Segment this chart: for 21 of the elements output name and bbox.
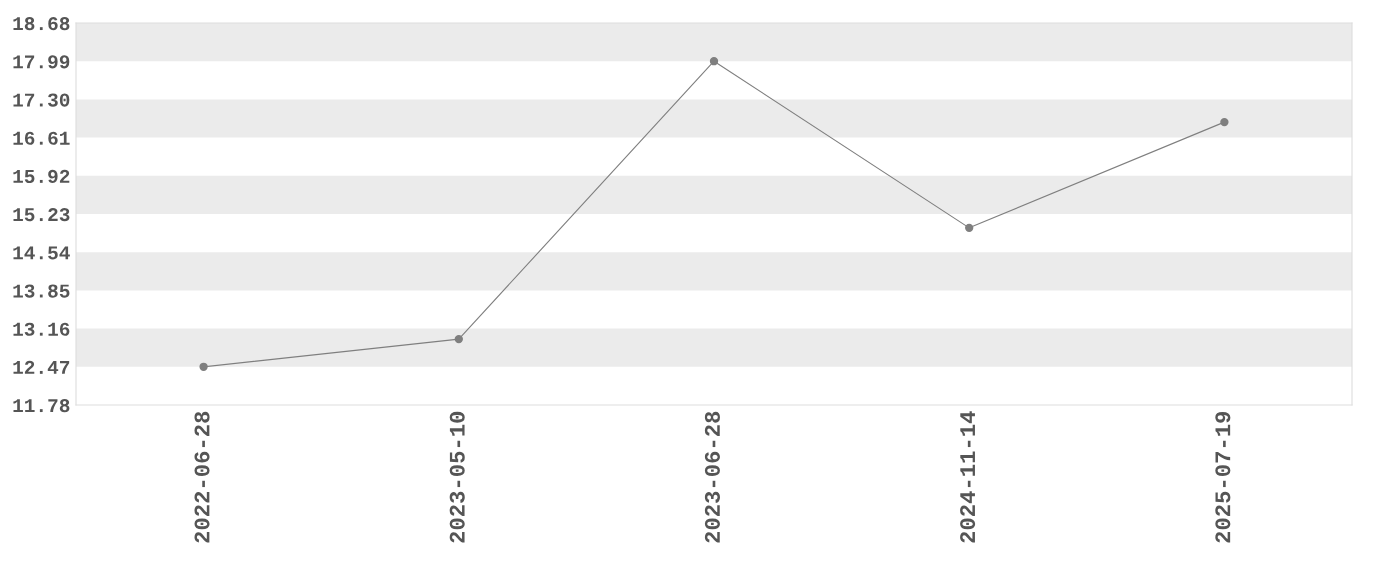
y-tick-label: 12.47 xyxy=(13,360,70,374)
y-tick-label: 13.85 xyxy=(13,284,70,298)
point xyxy=(454,334,463,344)
y-tick-label: 14.54 xyxy=(13,246,70,260)
point xyxy=(199,362,208,371)
point xyxy=(965,223,974,233)
y-tick-label: 16.61 xyxy=(13,131,70,145)
x-tick-label: 2024-11-14 xyxy=(960,411,976,543)
y-tick-label: 17.30 xyxy=(13,93,70,107)
y-tick-label: 13.16 xyxy=(13,322,70,336)
y-tick-label: 17.99 xyxy=(13,55,70,69)
x-tick-label: 2025-07-19 xyxy=(1215,411,1231,543)
point xyxy=(709,57,719,66)
point xyxy=(1220,117,1229,127)
x-tick-label: 2023-05-10 xyxy=(449,411,465,543)
y-tick-label: 15.92 xyxy=(13,169,70,184)
y-tick-label: 15.23 xyxy=(13,208,70,222)
y-tick-label: 11.78 xyxy=(13,399,70,413)
x-tick-label: 2023-06-28 xyxy=(704,411,720,543)
x-tick-label: 2022-06-28 xyxy=(194,411,210,543)
y-tick-label: 18.68 xyxy=(13,17,70,31)
